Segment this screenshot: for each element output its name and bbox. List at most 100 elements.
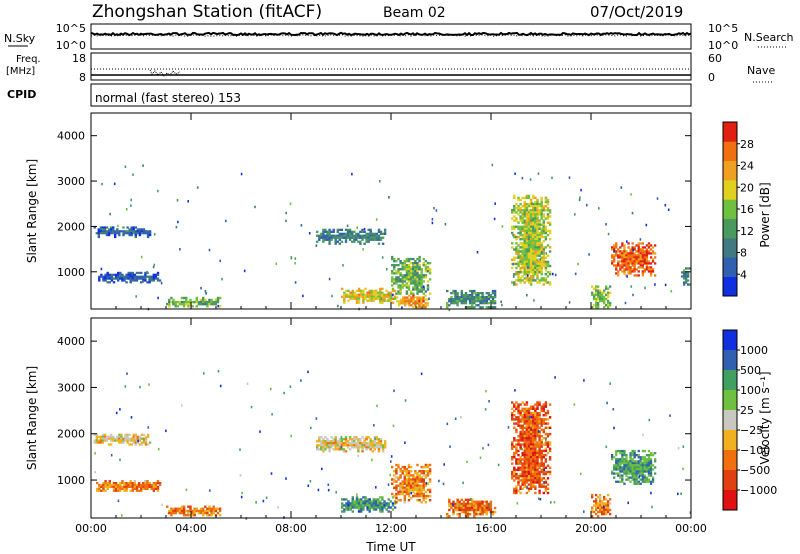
data-cell xyxy=(126,372,128,375)
data-cell xyxy=(540,441,543,444)
data-cell xyxy=(481,506,484,510)
data-cell xyxy=(428,278,432,281)
data-cell xyxy=(527,460,531,463)
data-cell xyxy=(542,477,545,480)
data-cell xyxy=(635,254,638,257)
data-cell xyxy=(364,502,367,505)
data-cell xyxy=(529,481,533,484)
data-cell xyxy=(529,487,533,490)
data-cell xyxy=(412,282,415,285)
data-cell xyxy=(625,460,628,463)
data-cell xyxy=(334,242,337,245)
data-cell xyxy=(605,506,608,509)
data-cell xyxy=(525,233,529,237)
data-cell xyxy=(517,254,520,257)
data-cell xyxy=(414,280,417,283)
data-cell xyxy=(372,297,376,300)
data-cell xyxy=(473,513,476,516)
data-cell xyxy=(681,275,684,278)
data-cell xyxy=(120,437,123,440)
data-cell xyxy=(511,258,514,261)
data-cell xyxy=(341,504,344,507)
data-cell xyxy=(379,444,383,447)
data-cell xyxy=(118,435,121,438)
data-cell xyxy=(627,470,630,473)
data-cell xyxy=(521,407,524,410)
data-cell xyxy=(546,443,550,446)
data-cell xyxy=(360,289,363,292)
data-cell xyxy=(473,289,476,293)
data-cell xyxy=(513,209,516,212)
data-cell xyxy=(344,436,348,439)
data-cell xyxy=(366,504,369,507)
data-cell xyxy=(315,417,318,420)
data-cell xyxy=(414,274,417,277)
data-cell xyxy=(513,256,516,259)
data-cell xyxy=(529,462,533,465)
data-cell xyxy=(538,435,541,438)
data-cell xyxy=(389,506,393,509)
data-cell xyxy=(523,260,526,264)
data-cell xyxy=(542,443,545,446)
data-cell xyxy=(517,418,520,421)
data-cell xyxy=(216,511,220,515)
data-cell xyxy=(513,453,516,457)
data-cell xyxy=(320,232,323,235)
data-cell xyxy=(651,260,655,263)
data-cell xyxy=(621,270,624,273)
data-cell xyxy=(153,233,156,236)
data-cell xyxy=(553,501,556,504)
data-cell xyxy=(536,456,539,459)
data-cell xyxy=(97,435,100,438)
data-cell xyxy=(400,302,403,305)
data-cell xyxy=(422,288,425,291)
data-cell xyxy=(532,416,535,419)
data-cell xyxy=(485,504,488,508)
data-cell xyxy=(114,230,117,233)
data-cell xyxy=(647,252,651,255)
data-cell xyxy=(650,491,652,495)
data-cell xyxy=(374,506,378,509)
data-cell xyxy=(642,433,644,437)
data-cell xyxy=(379,510,382,513)
data-cell xyxy=(426,280,430,283)
data-cell xyxy=(99,226,103,229)
data-cell xyxy=(450,296,453,299)
data-cell xyxy=(633,478,636,481)
data-cell xyxy=(185,300,188,304)
data-cell xyxy=(332,234,335,237)
data-cell xyxy=(583,510,585,513)
data-cell xyxy=(685,279,688,282)
data-cell xyxy=(399,268,402,271)
data-cell xyxy=(420,304,423,307)
data-cell xyxy=(523,447,526,450)
data-cell xyxy=(543,468,545,472)
data-cell xyxy=(637,266,640,269)
data-cell xyxy=(548,231,552,235)
data-cell xyxy=(532,445,535,448)
data-cell xyxy=(383,442,387,445)
data-cell xyxy=(682,445,685,448)
data-cell xyxy=(544,273,548,276)
data-cell xyxy=(623,468,626,471)
data-cell xyxy=(416,306,419,309)
data-cell xyxy=(428,270,432,273)
data-cell xyxy=(138,439,142,442)
data-cell xyxy=(654,458,657,461)
data-cell xyxy=(517,422,520,425)
data-cell xyxy=(515,405,518,408)
data-cell xyxy=(542,491,545,495)
data-cell xyxy=(532,456,535,459)
data-cell xyxy=(647,266,651,269)
data-cell xyxy=(487,298,491,301)
data-cell xyxy=(534,424,537,427)
data-cell xyxy=(529,458,533,461)
data-cell xyxy=(334,440,337,443)
data-cell xyxy=(355,301,359,304)
data-cell xyxy=(519,472,522,476)
data-cell xyxy=(366,299,369,302)
data-cell xyxy=(532,223,535,226)
data-cell xyxy=(174,511,177,515)
data-cell xyxy=(521,475,524,478)
data-cell xyxy=(106,271,109,274)
